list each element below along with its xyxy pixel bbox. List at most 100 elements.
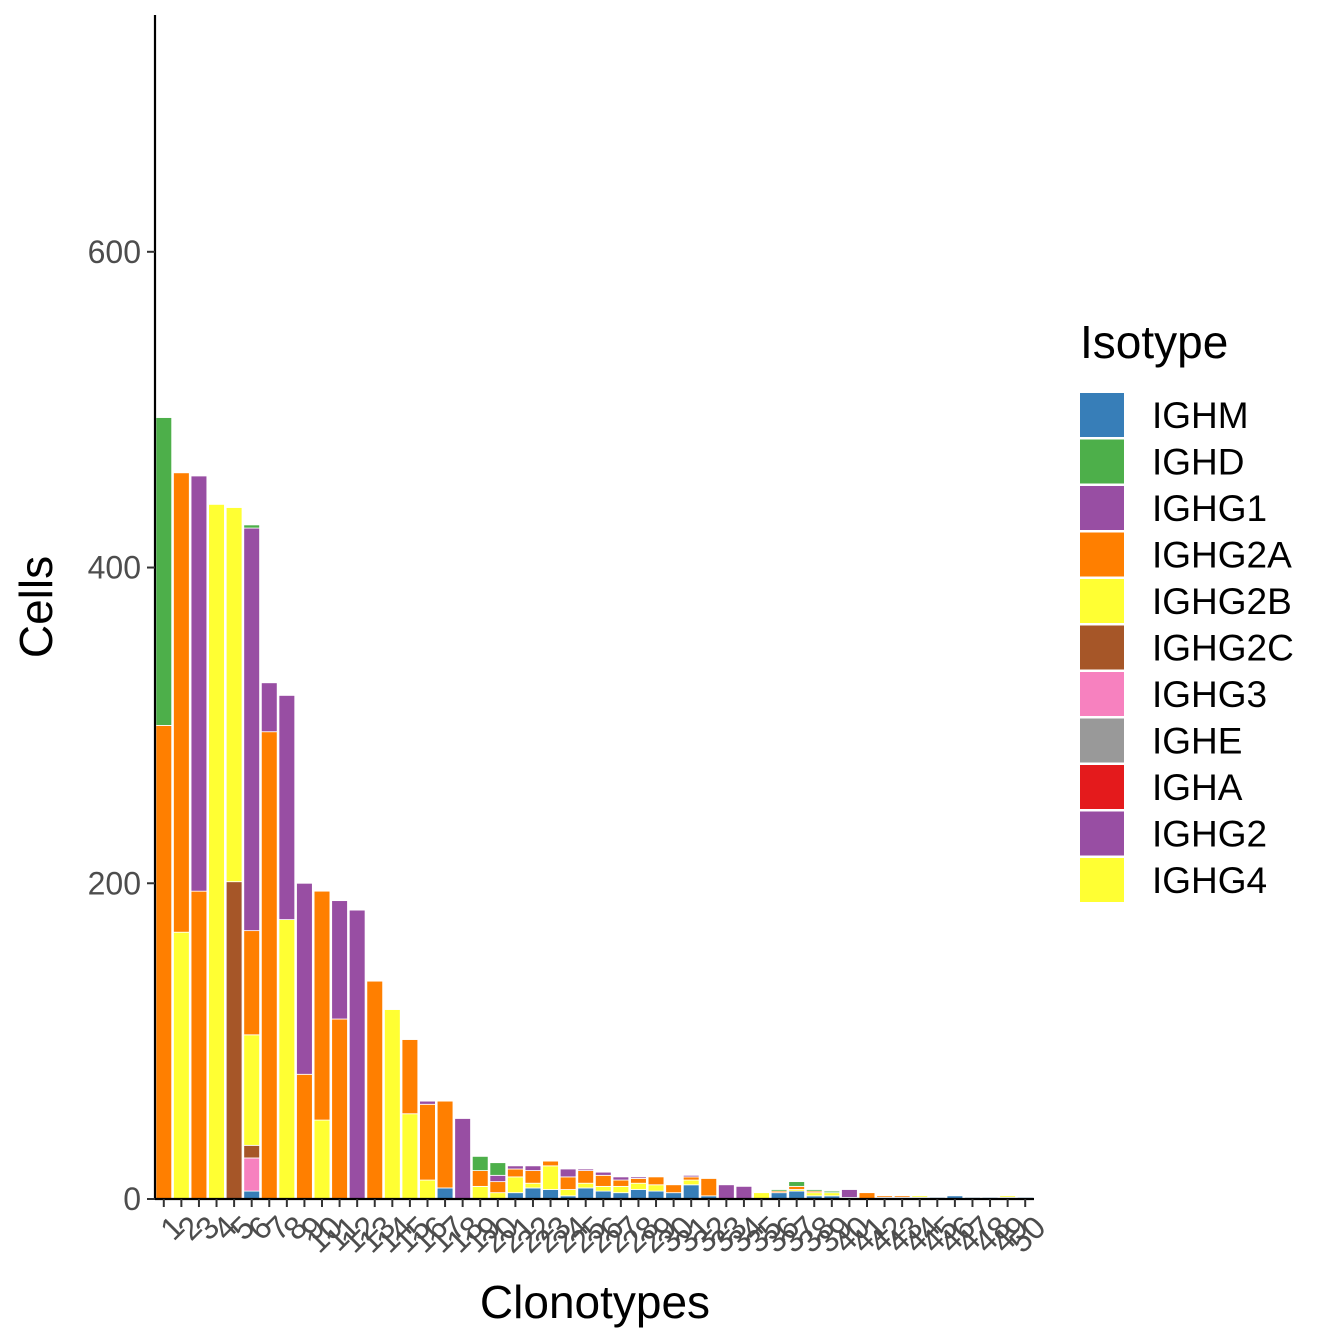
bar-segment-20-ighd [489, 1162, 507, 1176]
bar-segment-23-ighg2a [542, 1160, 559, 1167]
legend-key-ighg1 [1080, 486, 1124, 530]
bar-segment-5-ighg2b [225, 507, 243, 883]
bar-segment-38-ighd [805, 1189, 823, 1192]
bar-segment-6-ighg1 [243, 527, 260, 932]
bar-segment-22-ighg2b [524, 1182, 542, 1189]
bar-segment-12-ighg1 [348, 909, 366, 1200]
y-axis-ticks: 0 200 400 600 [88, 234, 155, 1217]
legend-items: IGHM IGHD IGHG1 IGHG2A IGHG2B IGHG2C IGHG3 IGHE… [1080, 393, 1294, 902]
bar-segment-31-ighg2a [682, 1176, 700, 1181]
bar-segment-31-ighg1 [682, 1174, 700, 1178]
bar-segment-8-ighg1 [278, 695, 296, 920]
legend-label-ighe: IGHE [1152, 721, 1242, 762]
bar-segment-25-ighg2a [577, 1170, 595, 1184]
bar-segment-15-ighg2a [401, 1039, 419, 1115]
bar-segment-29-ighm [647, 1190, 665, 1200]
bar-segment-25-ighg2b [577, 1182, 595, 1189]
y-tick-label: 400 [88, 550, 141, 586]
bar-segment-27-ighg1 [612, 1176, 630, 1181]
bar-segment-6-ighm [243, 1190, 260, 1200]
bar-segment-26-ighg2a [594, 1174, 612, 1187]
bar-segment-21-ighg2b [507, 1176, 524, 1194]
bar-segment-34-ighg1 [735, 1185, 753, 1200]
bar-segment-5-ighg2c [225, 881, 243, 1200]
bar-segment-40-ighg1 [841, 1189, 858, 1198]
legend: Isotype IGHMIGHDIGHG1IGHG2AIGHG2BIGHG2CI… [1080, 316, 1294, 902]
bar-segment-11-ighg1 [331, 900, 348, 1020]
bar-segment-3-ighg1 [190, 475, 208, 892]
bar-segment-10-ighg2a [313, 890, 331, 1121]
legend-key-ighm [1080, 393, 1124, 437]
bar-segment-37-ighm [788, 1190, 805, 1200]
bar-segment-16-ighg2b [419, 1179, 436, 1200]
bar-segment-44-ighg2b [911, 1195, 929, 1198]
bar-segment-24-ighg2a [559, 1176, 577, 1190]
y-tick-label: 600 [88, 234, 141, 270]
x-axis-ticks: 1234567891011121314151617181920212223242… [153, 1199, 1053, 1260]
legend-label-ighg2a: IGHG2A [1152, 535, 1292, 576]
bar-segment-8-ighg2b [278, 919, 296, 1200]
bar-segment-28-ighg2b [630, 1182, 647, 1190]
bar-segment-9-ighg1 [296, 882, 313, 1075]
bar-segment-20-ighg1 [489, 1174, 507, 1183]
y-axis-title: Cells [10, 556, 62, 658]
bar-segment-6-ighg2a [243, 930, 260, 1036]
legend-label-ighg2: IGHG2 [1152, 814, 1267, 855]
bar-segment-11-ighg2a [331, 1018, 348, 1200]
bar-segment-2-ighg2b [173, 931, 190, 1200]
legend-label-igha: IGHA [1152, 767, 1243, 808]
bar-segment-7-ighg1 [260, 682, 278, 733]
bar-segment-43-ighg2a [893, 1195, 911, 1198]
bar-segment-22-ighg2a [524, 1170, 542, 1184]
y-tick-label: 0 [123, 1181, 141, 1217]
bar-segment-25-ighg1 [577, 1168, 595, 1171]
legend-key-ighe [1080, 718, 1124, 763]
legend-label-ighd: IGHD [1152, 442, 1245, 483]
bar-segment-21-ighg1 [507, 1165, 524, 1170]
bar-segment-26-ighg2b [594, 1185, 612, 1192]
bar-segment-37-ighg2a [788, 1185, 805, 1190]
bar-segment-9-ighg2a [296, 1073, 313, 1200]
bar-segment-23-ighg2b [542, 1165, 559, 1190]
bar-segment-28-ighm [630, 1189, 647, 1200]
bar-segment-6-ighg3 [243, 1157, 260, 1192]
bar-segment-38-ighg2b [805, 1192, 823, 1197]
bar-segment-24-ighg1 [559, 1168, 577, 1178]
legend-label-ighg3: IGHG3 [1152, 674, 1267, 715]
bar-segment-19-ighd [471, 1155, 489, 1171]
bar-segment-26-ighm [594, 1190, 612, 1200]
bar-segment-36-ighd [770, 1189, 788, 1192]
legend-label-ighg2b: IGHG2B [1152, 581, 1292, 622]
bar-segment-10-ighg2b [313, 1119, 331, 1200]
bar-segment-39-ighd [823, 1190, 841, 1194]
bar-segment-49-ighg2b [999, 1195, 1016, 1198]
legend-key-ighg4 [1080, 858, 1124, 902]
bar-segment-22-ighm [524, 1187, 542, 1200]
bar-segment-14-ighg2b [384, 1009, 401, 1200]
y-tick-label: 200 [88, 865, 141, 901]
bar-segment-27-ighg2a [612, 1179, 630, 1187]
bar-segment-23-ighm [542, 1189, 559, 1200]
legend-label-ighg4: IGHG4 [1152, 860, 1267, 901]
legend-key-ighg2a [1080, 532, 1124, 577]
bar-segment-31-ighm [682, 1184, 700, 1200]
legend-label-ighg2c: IGHG2C [1152, 628, 1294, 669]
bar-segment-16-ighg1 [419, 1100, 436, 1105]
bar-segment-32-ighg2a [700, 1178, 718, 1197]
bar-segment-2-ighg2a [173, 472, 190, 933]
bar-segment-4-ighg2b [208, 503, 225, 1200]
bar-segment-6-ighg2b [243, 1034, 260, 1146]
bar-segment-29-ighg2b [647, 1184, 665, 1192]
bar-segment-3-ighg2a [190, 890, 208, 1200]
bar-segment-6-ighg2c [243, 1144, 260, 1159]
bar-segment-13-ighg2a [366, 980, 384, 1200]
bar-segment-39-ighg2b [823, 1192, 841, 1197]
bar-segment-19-ighg2a [471, 1170, 489, 1187]
bar-segment-1-ighg2a [155, 725, 173, 1200]
bar-segment-24-ighg2b [559, 1189, 577, 1197]
bar-segment-28-ighg2a [630, 1178, 647, 1184]
bar-segment-7-ighg2a [260, 731, 278, 1200]
legend-key-ighg3 [1080, 672, 1124, 716]
bar-segment-30-ighg2a [665, 1184, 682, 1194]
